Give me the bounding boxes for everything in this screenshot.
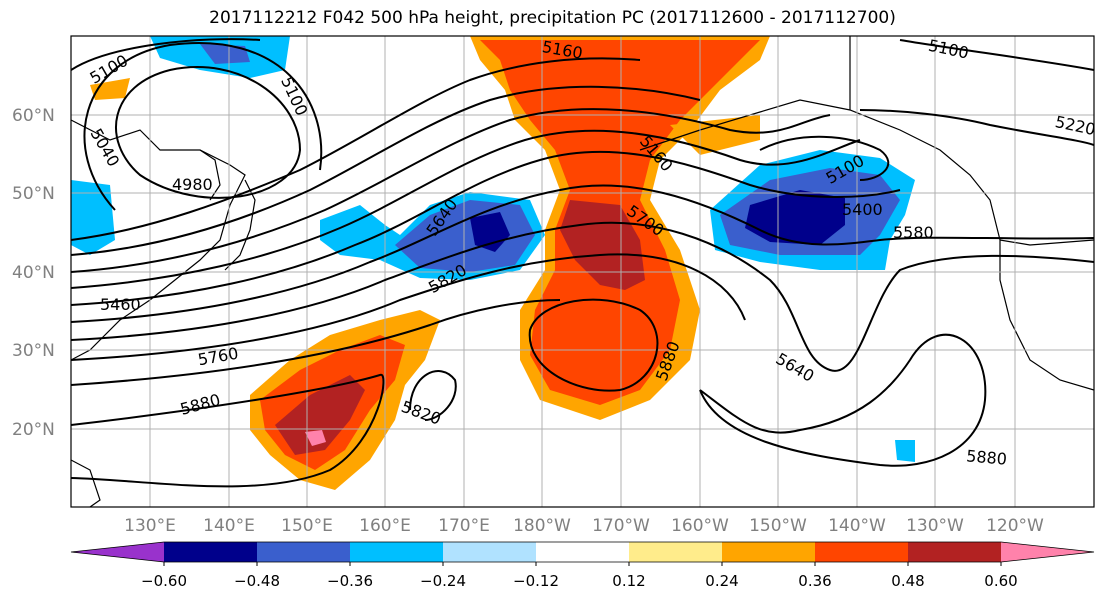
lon-label: 150°E (281, 516, 333, 536)
lon-label: 120°W (986, 516, 1044, 536)
colorbar-segment (257, 542, 350, 562)
lat-label: 20°N (12, 420, 55, 440)
colorbar-tick-label: 0.48 (891, 572, 924, 590)
colorbar-tick-label: −0.60 (141, 572, 187, 590)
colorbar-tick-label: 0.12 (612, 572, 645, 590)
longitude-labels: 130°E 140°E 150°E 160°E 170°E 180°W 170°… (124, 516, 1044, 536)
colorbar-segment (629, 542, 722, 562)
colorbar-ticks: −0.60 −0.48 −0.36 −0.24 −0.12 0.12 0.24 … (141, 572, 1018, 590)
colorbar-tick-label: 0.60 (984, 572, 1017, 590)
lat-label: 30°N (12, 341, 55, 361)
contour-label: 5460 (100, 295, 141, 314)
colorbar-tick-label: 0.36 (798, 572, 831, 590)
height-contours (71, 38, 1094, 488)
colorbar-segment (443, 542, 536, 562)
lat-label: 60°N (12, 106, 55, 126)
contour-label: 5880 (965, 446, 1007, 468)
colorbar-tick-label: 0.24 (705, 572, 738, 590)
colorbar-segment (722, 542, 815, 562)
lon-label: 160°W (671, 516, 729, 536)
contour-label: 5580 (893, 223, 934, 242)
lon-label: 140°W (828, 516, 886, 536)
lon-label: 170°E (438, 516, 490, 536)
contour-label: 4980 (172, 175, 213, 194)
colorbar-segment (350, 542, 443, 562)
lon-label: 180°W (513, 516, 571, 536)
lat-label: 50°N (12, 184, 55, 204)
map-border (70, 35, 1095, 508)
colorbar (70, 541, 1095, 566)
map-title: 2017112212 F042 500 hPa height, precipit… (209, 8, 896, 28)
colorbar-segment (71, 542, 164, 562)
latitude-labels: 60°N 50°N 40°N 30°N 20°N (12, 106, 55, 440)
colorbar-tick-label: −0.24 (420, 572, 466, 590)
graticule (71, 36, 1094, 507)
colorbar-segment (164, 542, 257, 562)
colorbar-segment (536, 542, 629, 562)
lon-label: 170°W (592, 516, 650, 536)
lon-label: 130°E (124, 516, 176, 536)
lon-label: 160°E (359, 516, 411, 536)
lat-label: 40°N (12, 263, 55, 283)
lon-label: 140°E (203, 516, 255, 536)
colorbar-tick-label: −0.12 (513, 572, 559, 590)
map-area: 5100 5100 5040 4980 5160 5100 5220 5100 … (71, 36, 1094, 507)
colorbar-segment (815, 542, 908, 562)
contour-label: 5400 (842, 200, 883, 219)
colorbar-tick-label: −0.36 (327, 572, 373, 590)
colorbar-segment (1001, 542, 1094, 562)
lon-label: 150°W (749, 516, 807, 536)
colorbar-tick-label: −0.48 (234, 572, 280, 590)
colorbar-segment (908, 542, 1001, 562)
lon-label: 130°W (906, 516, 964, 536)
